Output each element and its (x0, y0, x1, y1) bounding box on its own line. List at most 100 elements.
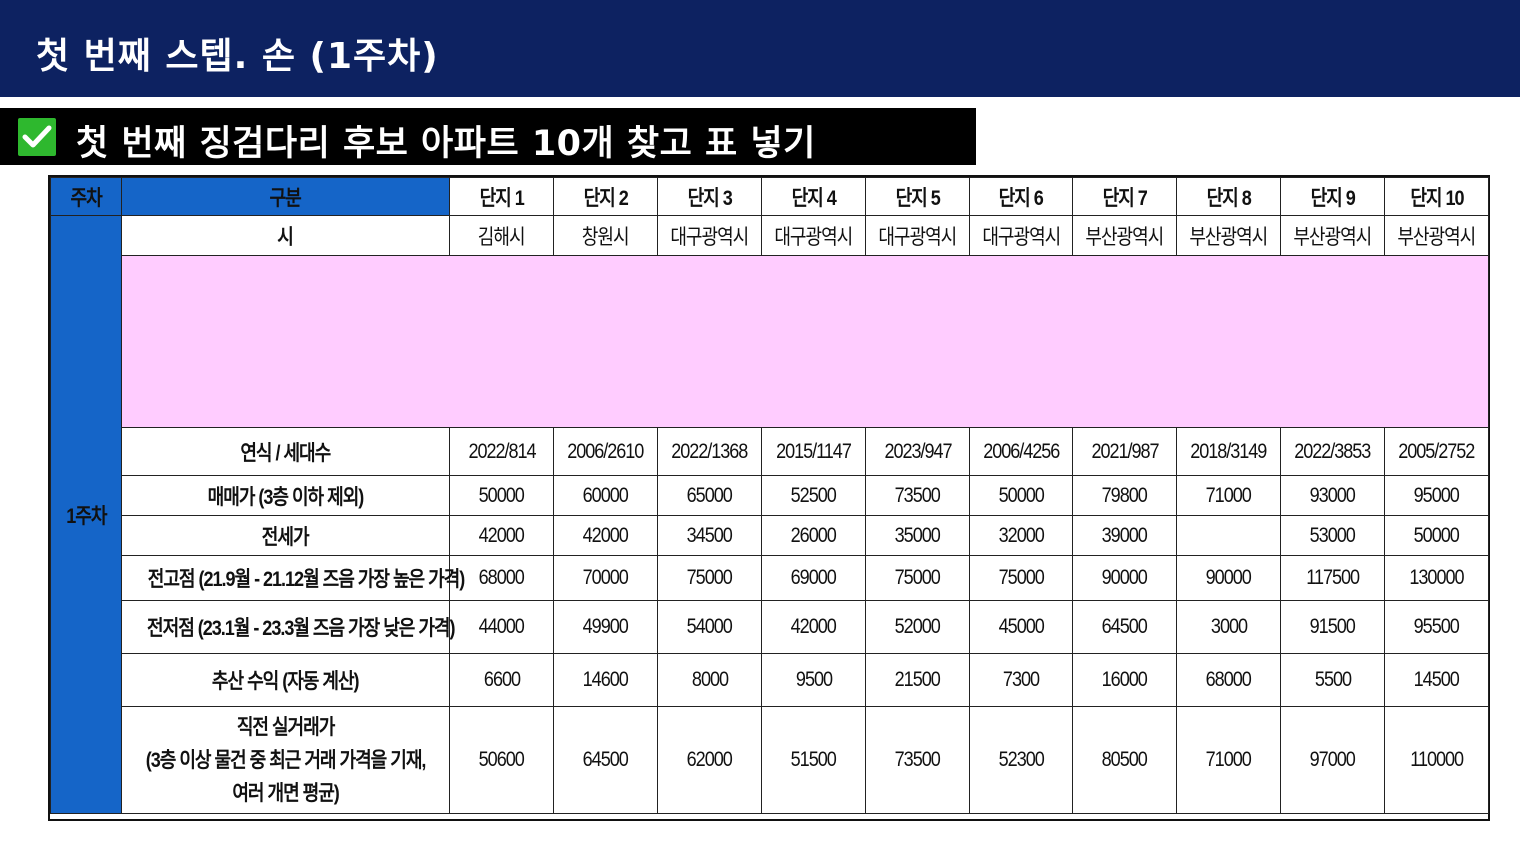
table-cell[interactable]: 60000 (553, 475, 658, 516)
apartment-grid: 주차 구분 단지 1 단지 2 단지 3 단지 4 단지 5 단지 6 단지 7… (50, 177, 1489, 814)
table-cell[interactable]: 64500 (1072, 600, 1177, 654)
table-cell[interactable]: 21500 (865, 653, 970, 707)
table-cell[interactable]: 80500 (1072, 706, 1177, 814)
table-cell[interactable]: 90000 (1176, 555, 1281, 601)
table-cell[interactable]: 2023/947 (865, 427, 970, 476)
table-cell[interactable]: 3000 (1176, 600, 1281, 654)
table-cell[interactable]: 김해시 (449, 215, 554, 256)
table-cell[interactable]: 95000 (1384, 475, 1489, 516)
table-cell[interactable]: 2022/3853 (1280, 427, 1385, 476)
column-header: 단지 4 (761, 177, 866, 216)
table-cell[interactable]: 2006/4256 (969, 427, 1073, 476)
table-cell[interactable]: 39000 (1072, 515, 1177, 556)
table-cell[interactable]: 7300 (969, 653, 1073, 707)
table-cell[interactable]: 45000 (969, 600, 1073, 654)
table-cell[interactable]: 35000 (865, 515, 970, 556)
table-cell[interactable]: 71000 (1176, 706, 1281, 814)
category-header: 구분 (121, 177, 450, 216)
table-cell[interactable]: 50000 (1384, 515, 1489, 556)
table-cell[interactable]: 75000 (969, 555, 1073, 601)
table-cell[interactable]: 97000 (1280, 706, 1385, 814)
table-cell[interactable]: 부산광역시 (1384, 215, 1489, 256)
table-cell[interactable]: 대구광역시 (657, 215, 762, 256)
table-cell[interactable]: 130000 (1384, 555, 1489, 601)
table-cell[interactable]: 6600 (449, 653, 554, 707)
table-cell[interactable]: 75000 (865, 555, 970, 601)
table-cell[interactable]: 62000 (657, 706, 762, 814)
table-row: 전세가 42000 42000 34500 26000 35000 32000 … (51, 515, 1489, 556)
table-cell[interactable]: 2015/1147 (761, 427, 866, 476)
column-header: 단지 9 (1280, 177, 1385, 216)
section-heading: 첫 번째 징검다리 후보 아파트 10개 찾고 표 넣기 (0, 108, 976, 165)
table-cell[interactable]: 44000 (449, 600, 554, 654)
table-cell[interactable]: 창원시 (553, 215, 658, 256)
table-cell[interactable]: 42000 (553, 515, 658, 556)
table-cell[interactable]: 52000 (865, 600, 970, 654)
table-cell[interactable]: 69000 (761, 555, 866, 601)
row-label-multiline: 직전 실거래가 (3층 이상 물건 중 최근 거래 가격을 기재, 여러 개면 … (145, 715, 427, 805)
table-cell[interactable]: 부산광역시 (1280, 215, 1385, 256)
table-cell[interactable]: 2022/814 (449, 427, 554, 476)
table-cell[interactable]: 9500 (761, 653, 866, 707)
table-cell[interactable]: 8000 (657, 653, 762, 707)
table-cell[interactable]: 14600 (553, 653, 658, 707)
table-cell[interactable]: 79800 (1072, 475, 1177, 516)
table-cell[interactable]: 부산광역시 (1176, 215, 1281, 256)
table-cell[interactable]: 64500 (553, 706, 658, 814)
table-cell[interactable]: 42000 (449, 515, 554, 556)
table-cell[interactable]: 2005/2752 (1384, 427, 1489, 476)
table-cell[interactable]: 50000 (449, 475, 554, 516)
table-cell[interactable]: 49900 (553, 600, 658, 654)
table-cell[interactable]: 68000 (1176, 653, 1281, 707)
table-cell[interactable]: 70000 (553, 555, 658, 601)
row-label: 직전 실거래가 (3층 이상 물건 중 최근 거래 가격을 기재, 여러 개면 … (121, 706, 450, 814)
row-label: 전고점 (21.9월 - 21.12월 즈음 가장 높은 가격) (121, 555, 465, 601)
page-title: 첫 번째 스텝. 손 (1주차) (36, 36, 439, 77)
column-header: 단지 10 (1384, 177, 1489, 216)
table-cell[interactable]: 110000 (1384, 706, 1489, 814)
table-cell[interactable]: 대구광역시 (865, 215, 970, 256)
table-cell[interactable]: 14500 (1384, 653, 1489, 707)
section-title: 첫 번째 징검다리 후보 아파트 10개 찾고 표 넣기 (76, 124, 816, 164)
table-cell[interactable]: 부산광역시 (1072, 215, 1177, 256)
table-cell[interactable]: 54000 (657, 600, 762, 654)
table-cell[interactable]: 대구광역시 (761, 215, 866, 256)
table-cell[interactable]: 34500 (657, 515, 762, 556)
table-cell[interactable]: 53000 (1280, 515, 1385, 556)
table-cell[interactable]: 50000 (969, 475, 1073, 516)
table-cell[interactable]: 90000 (1072, 555, 1177, 601)
table-cell[interactable] (1176, 515, 1281, 556)
table-cell[interactable]: 51500 (761, 706, 866, 814)
table-cell[interactable]: 65000 (657, 475, 762, 516)
table-cell[interactable]: 73500 (865, 706, 970, 814)
table-cell[interactable]: 52500 (761, 475, 866, 516)
table-row: 전저점 (23.1월 - 23.3월 즈음 가장 낮은 가격) 44000 49… (51, 600, 1489, 654)
table-cell[interactable]: 93000 (1280, 475, 1385, 516)
table-cell[interactable]: 75000 (657, 555, 762, 601)
table-cell[interactable]: 73500 (865, 475, 970, 516)
table-cell[interactable]: 91500 (1280, 600, 1385, 654)
table-cell[interactable]: 대구광역시 (969, 215, 1073, 256)
table-cell[interactable]: 2021/987 (1072, 427, 1177, 476)
table-cell[interactable]: 2006/2610 (553, 427, 658, 476)
table-cell[interactable]: 2022/1368 (657, 427, 762, 476)
row-label: 전저점 (23.1월 - 23.3월 즈음 가장 낮은 가격) (121, 600, 456, 654)
table-cell[interactable]: 2018/3149 (1176, 427, 1281, 476)
table-cell[interactable]: 5500 (1280, 653, 1385, 707)
table-cell[interactable]: 95500 (1384, 600, 1489, 654)
table-cell[interactable]: 52300 (969, 706, 1073, 814)
column-header: 단지 1 (449, 177, 554, 216)
row-label: 전세가 (121, 515, 450, 556)
table-cell[interactable]: 32000 (969, 515, 1073, 556)
table-cell[interactable]: 50600 (449, 706, 554, 814)
table-header-row: 주차 구분 단지 1 단지 2 단지 3 단지 4 단지 5 단지 6 단지 7… (50, 177, 1489, 216)
column-header: 단지 5 (865, 177, 970, 216)
table-row: 추산 수익 (자동 계산) 6600 14600 8000 9500 21500… (51, 653, 1489, 707)
table-cell[interactable]: 117500 (1280, 555, 1385, 601)
week-header: 주차 (50, 177, 122, 216)
table-cell[interactable]: 71000 (1176, 475, 1281, 516)
table-cell[interactable]: 16000 (1072, 653, 1177, 707)
table-cell[interactable]: 42000 (761, 600, 866, 654)
table-cell[interactable]: 68000 (449, 555, 554, 601)
table-cell[interactable]: 26000 (761, 515, 866, 556)
